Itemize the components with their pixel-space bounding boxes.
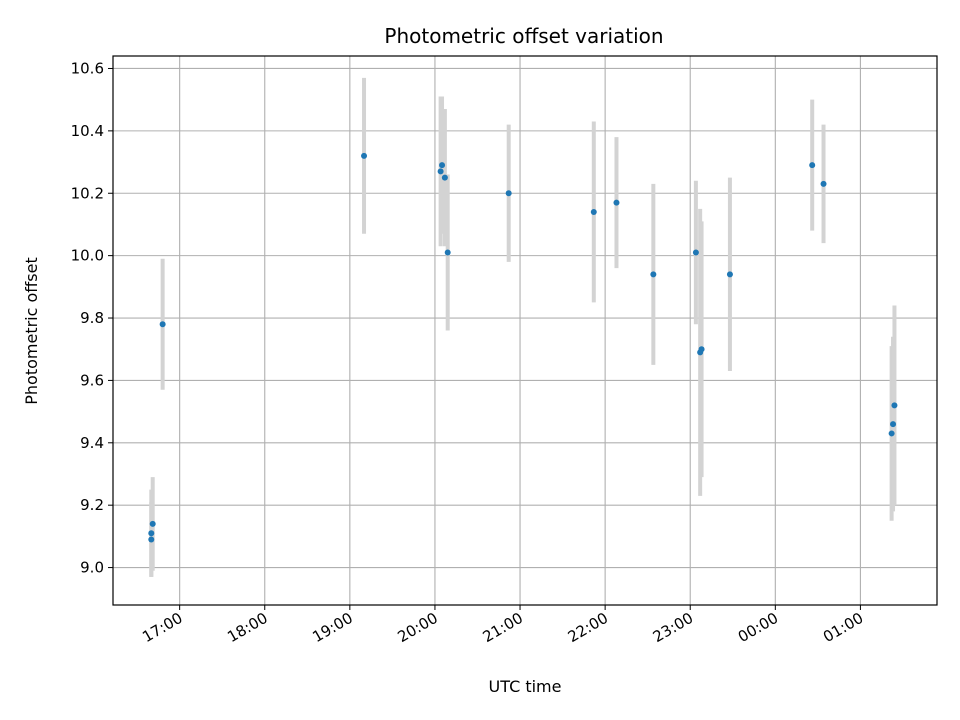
error-bars: [149, 77, 897, 577]
y-tick-label: 9.4: [80, 434, 104, 452]
grid: [113, 56, 937, 605]
x-tick-label: 20:00: [394, 609, 440, 646]
x-tick-label: 21:00: [480, 609, 526, 646]
y-axis-label: Photometric offset: [22, 257, 41, 405]
x-tick-label: 00:00: [735, 609, 781, 646]
x-axis-label: UTC time: [489, 677, 562, 696]
data-point: [698, 346, 705, 353]
y-tick-label: 9.6: [80, 371, 104, 389]
y-tick-label: 10.0: [71, 247, 104, 265]
y-tick-label: 9.0: [80, 559, 104, 577]
x-tick-label: 18:00: [224, 609, 270, 646]
data-point: [890, 421, 897, 428]
x-tick-label: 01:00: [820, 609, 866, 646]
data-points: [148, 152, 898, 543]
y-tick-label: 10.4: [71, 122, 104, 140]
data-point: [809, 162, 816, 169]
x-tick-label: 17:00: [139, 609, 185, 646]
data-point: [149, 520, 156, 527]
x-tick-label: 19:00: [309, 609, 355, 646]
y-tick-label: 9.8: [80, 309, 104, 327]
data-point: [650, 271, 657, 278]
data-point: [148, 536, 155, 543]
data-point: [441, 174, 448, 181]
y-tick-label: 10.6: [71, 59, 104, 77]
data-point: [590, 208, 597, 215]
data-point: [891, 402, 898, 409]
x-axis-ticks: 17:00 18:00 19:00 20:00 21:00 22:00 23:00 00:00…: [139, 605, 866, 646]
y-tick-label: 9.2: [80, 496, 104, 514]
y-axis-ticks: 9.0 9.2 9.4 9.6 9.8 10.0 10.2 10.4 10.6: [71, 59, 113, 577]
data-point: [505, 190, 512, 197]
data-point: [888, 430, 895, 437]
data-point: [148, 530, 155, 537]
plot-frame: [112, 55, 938, 606]
y-tick-label: 10.2: [71, 184, 104, 202]
data-point: [820, 180, 827, 187]
x-tick-label: 23:00: [650, 609, 696, 646]
chart-title: Photometric offset variation: [384, 24, 663, 48]
data-point: [692, 249, 699, 256]
data-point: [726, 271, 733, 278]
data-point: [361, 152, 368, 159]
data-point: [439, 162, 446, 169]
data-point: [437, 168, 444, 175]
data-point: [159, 321, 166, 328]
x-tick-label: 22:00: [565, 609, 611, 646]
data-point: [613, 199, 620, 206]
data-point: [444, 249, 451, 256]
